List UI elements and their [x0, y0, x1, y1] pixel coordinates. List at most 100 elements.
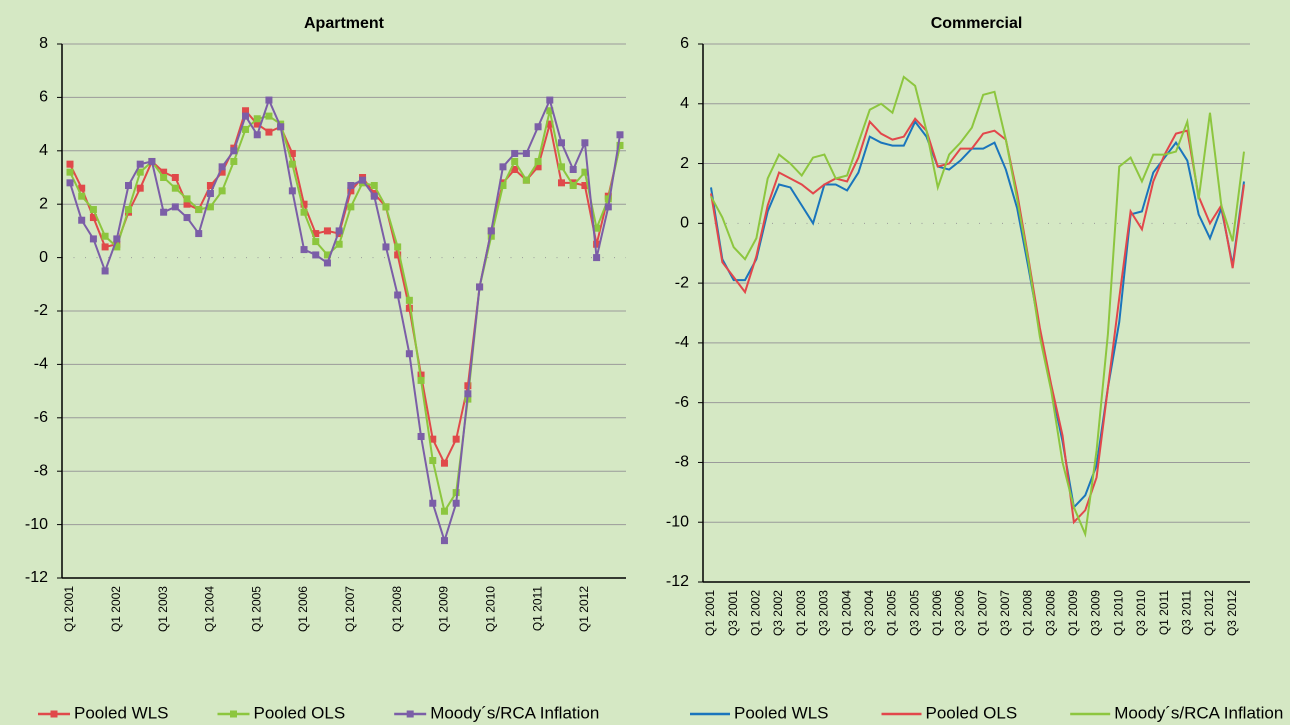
point [616, 131, 624, 139]
point [242, 112, 250, 120]
legend-label: Moody´s/RCA Inflation [1114, 703, 1283, 722]
point [511, 149, 519, 157]
point [511, 157, 519, 165]
point [206, 182, 214, 190]
x-tick-label: Q1 2012 [577, 586, 591, 632]
point [476, 283, 484, 291]
point [569, 182, 577, 190]
point [300, 208, 308, 216]
x-tick-label: Q1 2009 [437, 586, 451, 632]
y-tick-label: -4 [34, 356, 48, 373]
point [89, 235, 97, 243]
x-tick-label: Q1 2007 [343, 586, 357, 632]
point [581, 168, 589, 176]
point [265, 112, 273, 120]
point [464, 390, 472, 398]
point [171, 174, 179, 181]
point [101, 232, 109, 240]
point [323, 251, 331, 259]
point [394, 291, 402, 299]
legend-label: Pooled OLS [254, 703, 346, 722]
point [66, 179, 74, 187]
y-tick-label: 2 [680, 155, 689, 172]
x-tick-label: Q3 2002 [771, 590, 785, 636]
point [113, 235, 121, 243]
point [417, 376, 425, 384]
x-tick-label: Q1 2004 [203, 586, 217, 632]
y-tick-label: -8 [675, 454, 689, 471]
y-tick-label: 6 [39, 89, 48, 106]
series-line [69, 97, 621, 544]
x-tick-label: Q1 2010 [1111, 590, 1125, 636]
x-tick-label: Q1 2006 [296, 586, 310, 632]
y-tick-label: -10 [25, 516, 48, 533]
y-tick-label: 4 [680, 95, 689, 112]
y-tick-label: -6 [34, 409, 48, 426]
x-tick-label: Q1 2008 [1021, 590, 1035, 636]
x-tick-label: Q3 2007 [998, 590, 1012, 636]
point [183, 195, 191, 203]
x-tick-label: Q3 2003 [817, 590, 831, 636]
point [101, 267, 109, 275]
x-tick-label: Q3 2011 [1179, 590, 1193, 635]
point [171, 184, 179, 192]
x-tick-label: Q1 2009 [1066, 590, 1080, 636]
point [78, 216, 86, 224]
point [487, 232, 495, 240]
y-tick-label: 6 [680, 35, 689, 52]
x-tick-label: Q1 2003 [794, 590, 808, 636]
y-tick-label: -12 [25, 569, 48, 586]
y-tick-label: 4 [39, 142, 48, 159]
point [253, 120, 261, 128]
x-tick-label: Q1 2010 [483, 586, 497, 632]
point [382, 243, 390, 251]
point [66, 160, 74, 168]
point [394, 243, 402, 251]
legend-marker [230, 710, 237, 718]
x-tick-label: Q3 2005 [907, 590, 921, 636]
point [405, 296, 413, 304]
x-tick-label: Q1 2004 [839, 590, 853, 636]
x-tick-label: Q1 2002 [109, 586, 123, 632]
point [534, 163, 542, 171]
point [218, 168, 226, 176]
point [593, 224, 601, 232]
legend-marker [50, 710, 58, 718]
point [593, 254, 601, 262]
point [604, 195, 612, 203]
series-line [710, 117, 1245, 525]
point [230, 157, 238, 165]
legend-label: Moody´s/RCA Inflation [430, 703, 599, 722]
point [499, 182, 507, 190]
y-tick-label: 2 [39, 195, 48, 212]
point [347, 182, 355, 190]
point [429, 435, 437, 443]
x-tick-label: Q1 2011 [530, 586, 544, 631]
point [323, 259, 331, 267]
point [440, 459, 448, 467]
point [440, 537, 448, 545]
y-tick-label: -2 [675, 274, 689, 291]
series-line [710, 75, 1245, 538]
point [125, 206, 133, 214]
point [335, 240, 343, 248]
y-tick-label: -10 [666, 513, 689, 530]
y-tick-label: 8 [39, 35, 48, 52]
point [195, 206, 203, 214]
point [136, 168, 144, 176]
point [78, 184, 86, 192]
point [534, 123, 542, 131]
point [206, 203, 214, 211]
chart-title: Commercial [931, 15, 1023, 32]
point [546, 96, 554, 104]
point [160, 174, 168, 181]
point [89, 206, 97, 214]
point [569, 165, 577, 173]
point [546, 107, 554, 115]
point [136, 184, 144, 192]
point [312, 230, 320, 238]
point [440, 507, 448, 515]
point [405, 350, 413, 358]
point [171, 203, 179, 211]
